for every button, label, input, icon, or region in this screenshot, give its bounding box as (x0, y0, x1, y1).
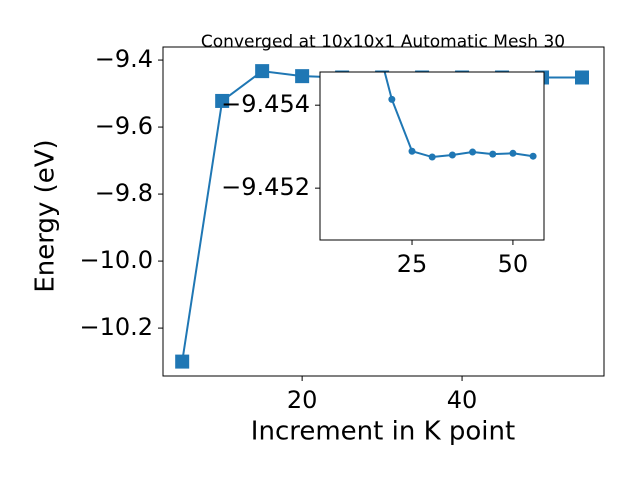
y-axis-label: Energy (eV) (31, 139, 61, 292)
marker (575, 70, 590, 85)
y-tick-label: −10.2 (79, 313, 153, 341)
plot-area (383, 72, 537, 161)
marker (175, 354, 190, 369)
axes-frame (162, 46, 605, 377)
y-tick-label: −9.4 (95, 45, 153, 73)
marker (469, 148, 477, 156)
marker (529, 152, 537, 160)
chart-title: Converged at 10x10x1 Automatic Mesh 30 (201, 32, 565, 52)
x-tick-label: 20 (287, 386, 318, 414)
marker (388, 95, 396, 103)
marker (448, 151, 456, 159)
y-tick-label: −9.8 (95, 179, 153, 207)
marker (255, 64, 270, 79)
x-tick-label: 40 (447, 386, 478, 414)
y-tick-label: −9.6 (95, 112, 153, 140)
x-tick-label: 25 (397, 250, 428, 278)
y-tick-label: −10.0 (79, 246, 153, 274)
y-tick-label: −9.452 (221, 173, 310, 201)
marker (509, 149, 517, 157)
x-axis-label: Increment in K point (251, 417, 515, 447)
marker (489, 150, 497, 158)
marker (295, 69, 310, 84)
x-tick-label: 50 (498, 250, 529, 278)
y-tick-label: −9.454 (221, 90, 310, 118)
marker (428, 153, 436, 161)
axes-frame (319, 71, 545, 241)
marker (215, 93, 230, 108)
marker (408, 147, 416, 155)
